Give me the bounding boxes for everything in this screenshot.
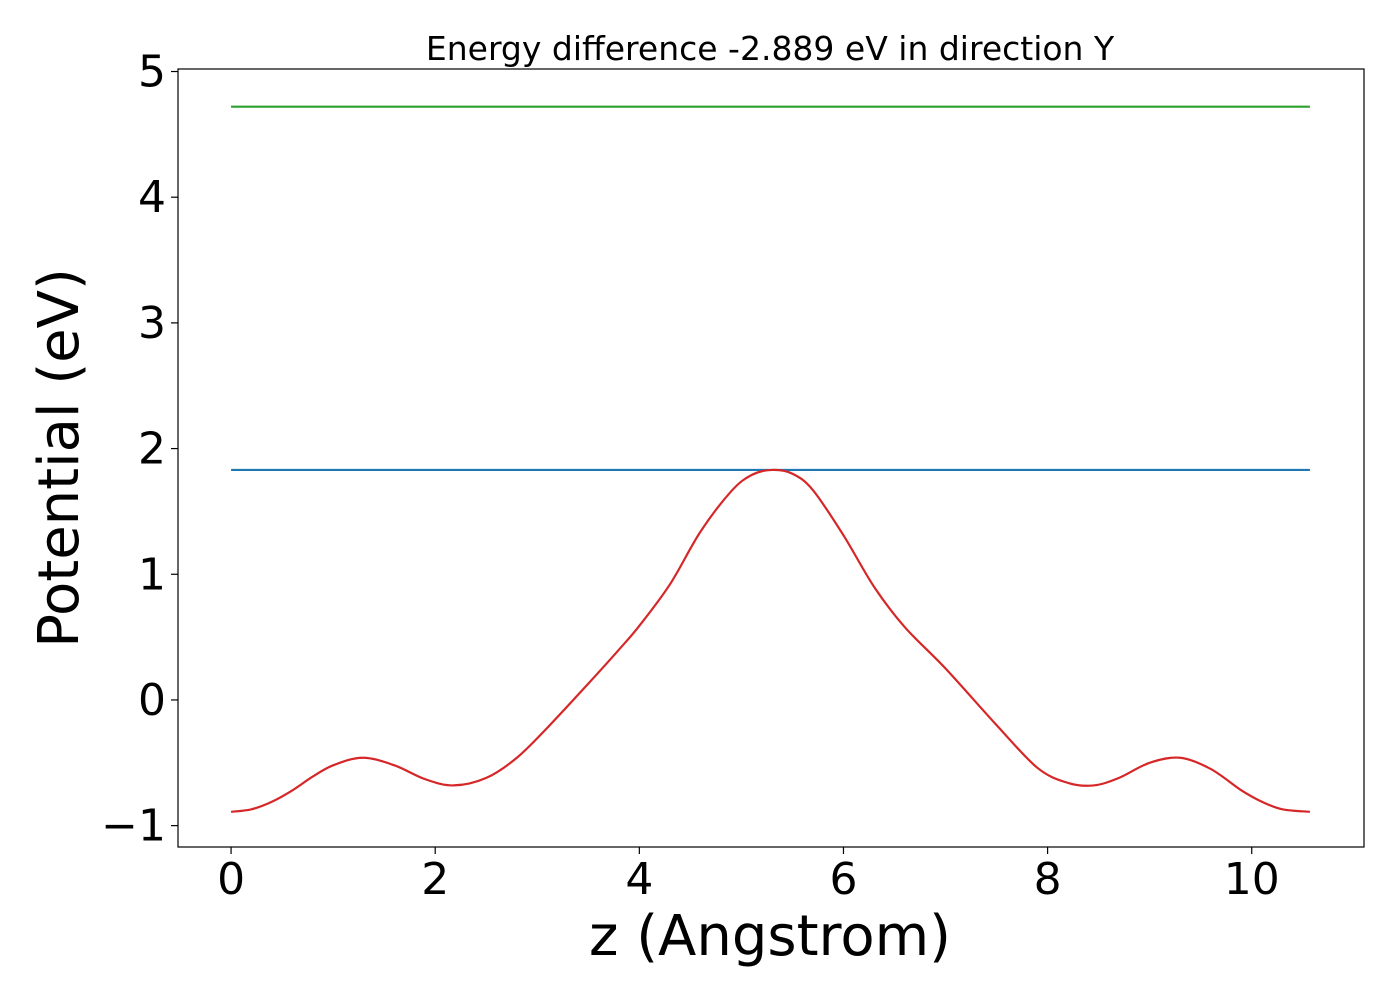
x-tick-label: 10 [1224, 854, 1280, 905]
x-tick-label: 8 [1034, 854, 1062, 905]
x-tick-label: 6 [829, 854, 857, 905]
plot-area [178, 69, 1364, 847]
x-tick-label: 0 [217, 854, 245, 905]
y-tick-label: −1 [101, 801, 166, 852]
x-axis-ticks: 0 2 4 6 8 10 [217, 847, 1280, 905]
y-tick-label: 4 [138, 172, 166, 223]
y-tick-label: 2 [138, 424, 166, 475]
x-tick-label: 2 [421, 854, 449, 905]
y-tick-label: 3 [138, 298, 166, 349]
y-tick-label: 5 [138, 47, 166, 98]
y-tick-label: 0 [138, 675, 166, 726]
chart-title: Energy difference -2.889 eV in direction… [426, 29, 1115, 68]
plot-frame [177, 68, 1365, 848]
series-line-3 [230, 468, 1311, 813]
y-tick-label: 1 [138, 549, 166, 600]
x-tick-label: 4 [625, 854, 653, 905]
series-layer [230, 105, 1311, 813]
y-axis-label: Potential (eV) [27, 268, 92, 648]
x-axis-label: z (Angstrom) [589, 904, 951, 969]
y-axis-ticks: −1 0 1 2 3 4 5 [101, 47, 178, 852]
